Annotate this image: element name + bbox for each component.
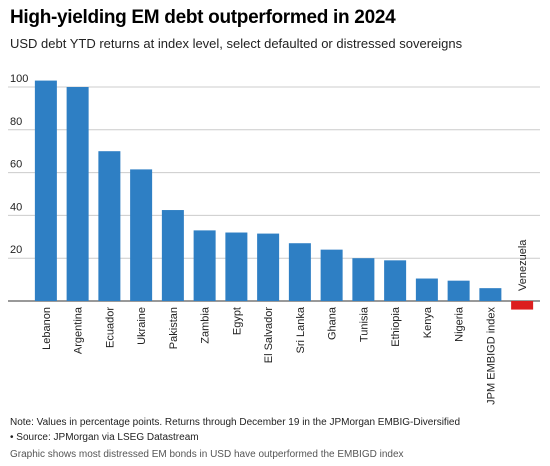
bar-ukraine xyxy=(130,169,153,301)
category-labels: Lebanon Argentina Ecuador Ukraine Pakistan Za… xyxy=(41,239,529,405)
bar-venezuela xyxy=(511,301,534,310)
category-label-zambia: Zambia xyxy=(200,306,212,344)
category-label-pakistan: Pakistan xyxy=(168,307,180,349)
chart-title: High-yielding EM debt outperformed in 20… xyxy=(10,7,396,28)
category-label-ghana: Ghana xyxy=(327,306,339,340)
bar-egypt xyxy=(225,232,248,301)
category-label-tunisia: Tunisia xyxy=(358,306,370,342)
category-label-jpm-embigd-index: JPM EMBIGD index xyxy=(485,307,497,405)
category-label-ethiopia: Ethiopia xyxy=(390,306,402,347)
bar-pakistan xyxy=(161,210,184,301)
bar-ecuador xyxy=(98,151,121,301)
category-label-argentina: Argentina xyxy=(73,306,85,354)
category-label-el-salvador: El Salvador xyxy=(263,307,275,364)
chart-subtitle: USD debt YTD returns at index level, sel… xyxy=(10,36,463,51)
category-label-sri-lanka: Sri Lanka xyxy=(295,306,307,353)
bar-tunisia xyxy=(352,258,375,301)
bar-argentina xyxy=(66,87,89,301)
bar-sri-lanka xyxy=(288,243,311,301)
y-tick-label-100: 100 xyxy=(10,73,28,85)
category-label-nigeria: Nigeria xyxy=(454,306,466,342)
bar-kenya xyxy=(415,278,438,301)
y-tick-label-80: 80 xyxy=(10,116,22,128)
category-label-ukraine: Ukraine xyxy=(136,307,148,345)
bar-nigeria xyxy=(447,280,470,301)
bar-ethiopia xyxy=(384,260,407,301)
bar-ghana xyxy=(320,249,343,301)
bar-zambia xyxy=(193,230,216,301)
y-tick-label-20: 20 xyxy=(10,244,22,256)
footnote: Note: Values in percentage points. Retur… xyxy=(10,417,461,428)
category-label-ecuador: Ecuador xyxy=(104,307,116,348)
category-label-egypt: Egypt xyxy=(231,307,243,335)
bars xyxy=(34,80,534,310)
bar-jpm-embigd-index xyxy=(479,288,502,301)
category-label-kenya: Kenya xyxy=(422,306,434,338)
bar-el-salvador xyxy=(257,233,280,301)
source-note: • Source: JPMorgan via LSEG Datastream xyxy=(10,432,199,443)
y-tick-label-60: 60 xyxy=(10,159,22,171)
y-axis-ticks: 20 40 60 80 100 xyxy=(10,73,28,256)
category-label-lebanon: Lebanon xyxy=(41,307,53,350)
y-tick-label-40: 40 xyxy=(10,201,22,213)
category-label-venezuela: Venezuela xyxy=(517,239,529,291)
bar-lebanon xyxy=(34,80,57,301)
graphic-caption: Graphic shows most distressed EM bonds i… xyxy=(10,449,404,460)
